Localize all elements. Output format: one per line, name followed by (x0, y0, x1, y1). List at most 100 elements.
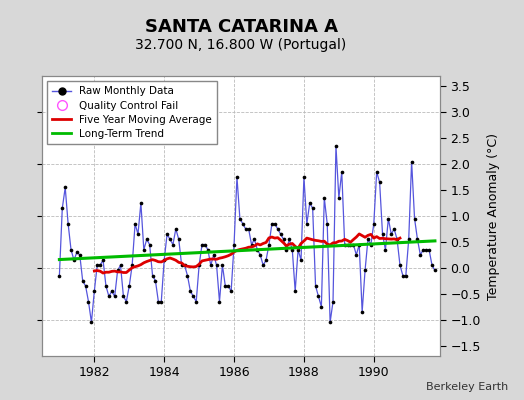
Point (79, 278, 87, 284)
Point (294, 246, 302, 253)
Point (335, 195, 343, 201)
Point (221, 283, 230, 289)
Point (157, 298, 166, 305)
Point (422, 246, 430, 253)
Point (201, 241, 209, 248)
Point (151, 278, 160, 284)
Point (238, 220, 247, 227)
Point (323, 220, 331, 227)
Point (396, 262, 404, 268)
Point (265, 241, 273, 248)
Point (428, 262, 436, 268)
Point (431, 267, 439, 274)
Point (337, 169, 346, 175)
Point (87, 319, 95, 326)
Point (116, 262, 125, 268)
Text: Berkeley Earth: Berkeley Earth (426, 382, 508, 392)
Point (163, 231, 171, 237)
Point (381, 246, 390, 253)
Text: SANTA CATARINA A: SANTA CATARINA A (145, 18, 337, 36)
Point (352, 252, 361, 258)
Point (137, 200, 145, 206)
Point (384, 215, 392, 222)
Point (93, 262, 102, 268)
Point (81, 283, 90, 289)
Point (270, 220, 279, 227)
Point (416, 252, 424, 258)
Point (425, 246, 433, 253)
Point (70, 257, 78, 263)
Point (250, 236, 259, 242)
Point (169, 241, 177, 248)
Point (64, 220, 72, 227)
Point (128, 262, 136, 268)
Point (277, 231, 285, 237)
Point (215, 298, 224, 305)
Point (291, 288, 299, 294)
Point (326, 319, 334, 326)
Point (204, 246, 212, 253)
Point (102, 283, 110, 289)
Point (311, 283, 320, 289)
Point (279, 236, 288, 242)
Point (75, 252, 84, 258)
Point (242, 226, 250, 232)
Point (256, 252, 265, 258)
Point (143, 236, 151, 242)
Point (160, 257, 168, 263)
Point (230, 241, 238, 248)
Point (244, 226, 253, 232)
Point (96, 262, 104, 268)
Point (341, 241, 349, 248)
Point (364, 236, 372, 242)
Point (268, 220, 276, 227)
Point (320, 195, 329, 201)
Point (401, 272, 410, 279)
Point (146, 241, 154, 248)
Point (390, 226, 398, 232)
Point (303, 220, 311, 227)
Point (192, 298, 200, 305)
Point (206, 262, 215, 268)
Point (375, 179, 384, 186)
Point (309, 205, 317, 212)
Point (90, 288, 99, 294)
Point (198, 241, 206, 248)
Point (367, 241, 375, 248)
Point (67, 246, 75, 253)
Point (227, 288, 235, 294)
Point (218, 262, 226, 268)
Point (105, 293, 113, 300)
Point (355, 241, 364, 248)
Point (393, 236, 401, 242)
Point (274, 226, 282, 232)
Point (358, 309, 366, 315)
Point (131, 220, 139, 227)
Point (73, 249, 81, 256)
Point (180, 262, 189, 268)
Point (119, 293, 128, 300)
Point (178, 262, 186, 268)
Point (55, 272, 63, 279)
Point (282, 246, 291, 253)
Point (305, 200, 314, 206)
Point (346, 241, 355, 248)
Legend: Raw Monthly Data, Quality Control Fail, Five Year Moving Average, Long-Term Tren: Raw Monthly Data, Quality Control Fail, … (47, 81, 217, 144)
Point (233, 174, 241, 180)
Point (113, 267, 122, 274)
Point (189, 293, 198, 300)
Point (262, 257, 270, 263)
Point (314, 293, 323, 300)
Point (125, 283, 134, 289)
Point (224, 283, 233, 289)
Point (174, 236, 183, 242)
Point (134, 231, 142, 237)
Point (300, 174, 308, 180)
Y-axis label: Temperature Anomaly (°C): Temperature Anomaly (°C) (487, 132, 499, 300)
Point (419, 246, 428, 253)
Point (413, 236, 422, 242)
Point (99, 257, 107, 263)
Point (212, 262, 221, 268)
Point (361, 267, 369, 274)
Point (139, 246, 148, 253)
